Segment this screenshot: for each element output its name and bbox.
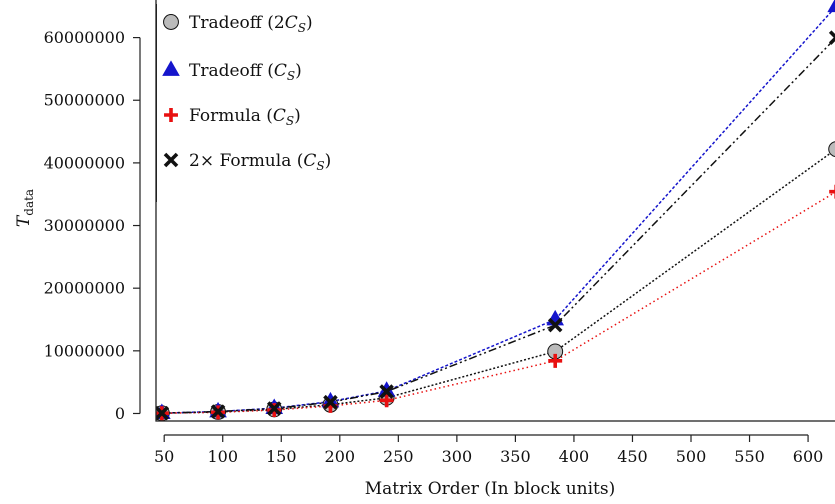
y-axis-title: Tdata xyxy=(14,189,36,227)
legend-item: Formula (CS) xyxy=(164,106,301,128)
plot-area xyxy=(156,0,835,422)
x-tick-label: 100 xyxy=(207,447,238,466)
data-point xyxy=(156,405,170,421)
series-line xyxy=(161,191,835,414)
x-tick-label: 500 xyxy=(676,447,707,466)
marker-x xyxy=(210,404,226,419)
legend-label-close: ) xyxy=(295,61,302,81)
marker-plus xyxy=(164,108,178,122)
legend-label-close: ) xyxy=(325,151,332,171)
legend-label-close: ) xyxy=(306,13,313,33)
marker-x xyxy=(266,401,282,416)
x-tick-label: 200 xyxy=(325,447,356,466)
x-tick-label: 400 xyxy=(559,447,590,466)
y-tick-label: 30000000 xyxy=(44,216,125,235)
marker-x xyxy=(163,152,179,168)
legend-label-var: C xyxy=(274,61,287,81)
marker-x xyxy=(547,317,563,333)
legend-item: 2× Formula (CS) xyxy=(163,151,331,173)
legend-label-sub: S xyxy=(316,159,324,173)
data-point xyxy=(323,394,338,410)
y-tick-label: 50000000 xyxy=(44,91,125,110)
legend-label-var: C xyxy=(285,13,298,33)
data-point xyxy=(547,317,563,333)
legend: Tradeoff (2CS)Tradeoff (CS)Formula (CS)2… xyxy=(156,4,331,202)
y-axis-title-main: T xyxy=(14,214,34,227)
legend-label: Tradeoff (CS) xyxy=(189,61,302,83)
legend-label: 2× Formula (CS) xyxy=(189,151,331,173)
data-point xyxy=(829,184,835,199)
legend-marker xyxy=(163,14,179,30)
data-point xyxy=(379,393,394,408)
marker-circle xyxy=(828,141,835,157)
y-axis-title-subscript: data xyxy=(22,189,36,216)
plot-frame xyxy=(155,0,835,422)
marker-x xyxy=(379,384,394,399)
x-axis: 50 100 150 200 250 300 350 400 450 500 550 600 xyxy=(154,434,824,466)
series-line xyxy=(161,149,835,414)
marker-x xyxy=(323,394,338,410)
legend-item: Tradeoff (CS) xyxy=(162,60,302,83)
y-tick-label: 0 xyxy=(115,404,125,423)
data-point xyxy=(828,30,835,45)
marker-triangle xyxy=(827,0,835,13)
legend-item: Tradeoff (2CS) xyxy=(163,13,313,35)
marker-circle xyxy=(163,14,179,30)
data-point xyxy=(379,384,394,399)
y-tick-label: 20000000 xyxy=(44,279,125,298)
legend-marker xyxy=(163,152,179,168)
legend-label-text: 2× Formula ( xyxy=(189,151,303,171)
x-tick-label: 600 xyxy=(793,447,824,466)
marker-plus xyxy=(829,184,835,199)
svg-text:Tdata: Tdata xyxy=(14,189,36,227)
data-point xyxy=(548,353,563,368)
legend-marker xyxy=(162,60,180,76)
legend-label-var: C xyxy=(303,151,316,171)
x-tick-label: 300 xyxy=(442,447,473,466)
data-point xyxy=(266,401,282,416)
legend-label: Formula (CS) xyxy=(189,106,301,128)
series-group xyxy=(156,0,835,422)
x-tick-label: 350 xyxy=(500,447,531,466)
x-tick-label: 50 xyxy=(154,447,174,466)
y-axis: 0 10000000 20000000 30000000 40000000 5000000… xyxy=(44,28,141,423)
data-point xyxy=(827,0,835,13)
legend-label-sub: S xyxy=(287,69,295,83)
x-tick-label: 250 xyxy=(383,447,414,466)
marker-x xyxy=(828,30,835,45)
x-tick-label: 450 xyxy=(617,447,648,466)
marker-triangle xyxy=(162,60,180,76)
legend-label-var: C xyxy=(273,106,286,126)
data-point xyxy=(210,404,226,419)
y-tick-label: 10000000 xyxy=(44,341,125,360)
marker-plus xyxy=(379,393,394,408)
marker-x xyxy=(156,405,170,421)
legend-label-sub: S xyxy=(286,114,294,128)
y-tick-label: 40000000 xyxy=(44,153,125,172)
marker-plus xyxy=(548,353,563,368)
x-tick-label: 550 xyxy=(734,447,765,466)
legend-label-text: Tradeoff ( xyxy=(189,61,274,81)
legend-label: Tradeoff (2CS) xyxy=(189,13,313,35)
data-point xyxy=(828,141,835,157)
legend-marker xyxy=(164,108,178,122)
legend-label-sub: S xyxy=(298,21,306,35)
legend-label-text: Tradeoff (2 xyxy=(189,13,285,33)
legend-label-close: ) xyxy=(294,106,301,126)
series-line xyxy=(161,37,835,414)
x-axis-title: Matrix Order (In block units) xyxy=(365,479,615,499)
y-tick-label: 60000000 xyxy=(44,28,125,47)
legend-label-text: Formula ( xyxy=(189,106,273,126)
x-tick-label: 150 xyxy=(266,447,297,466)
